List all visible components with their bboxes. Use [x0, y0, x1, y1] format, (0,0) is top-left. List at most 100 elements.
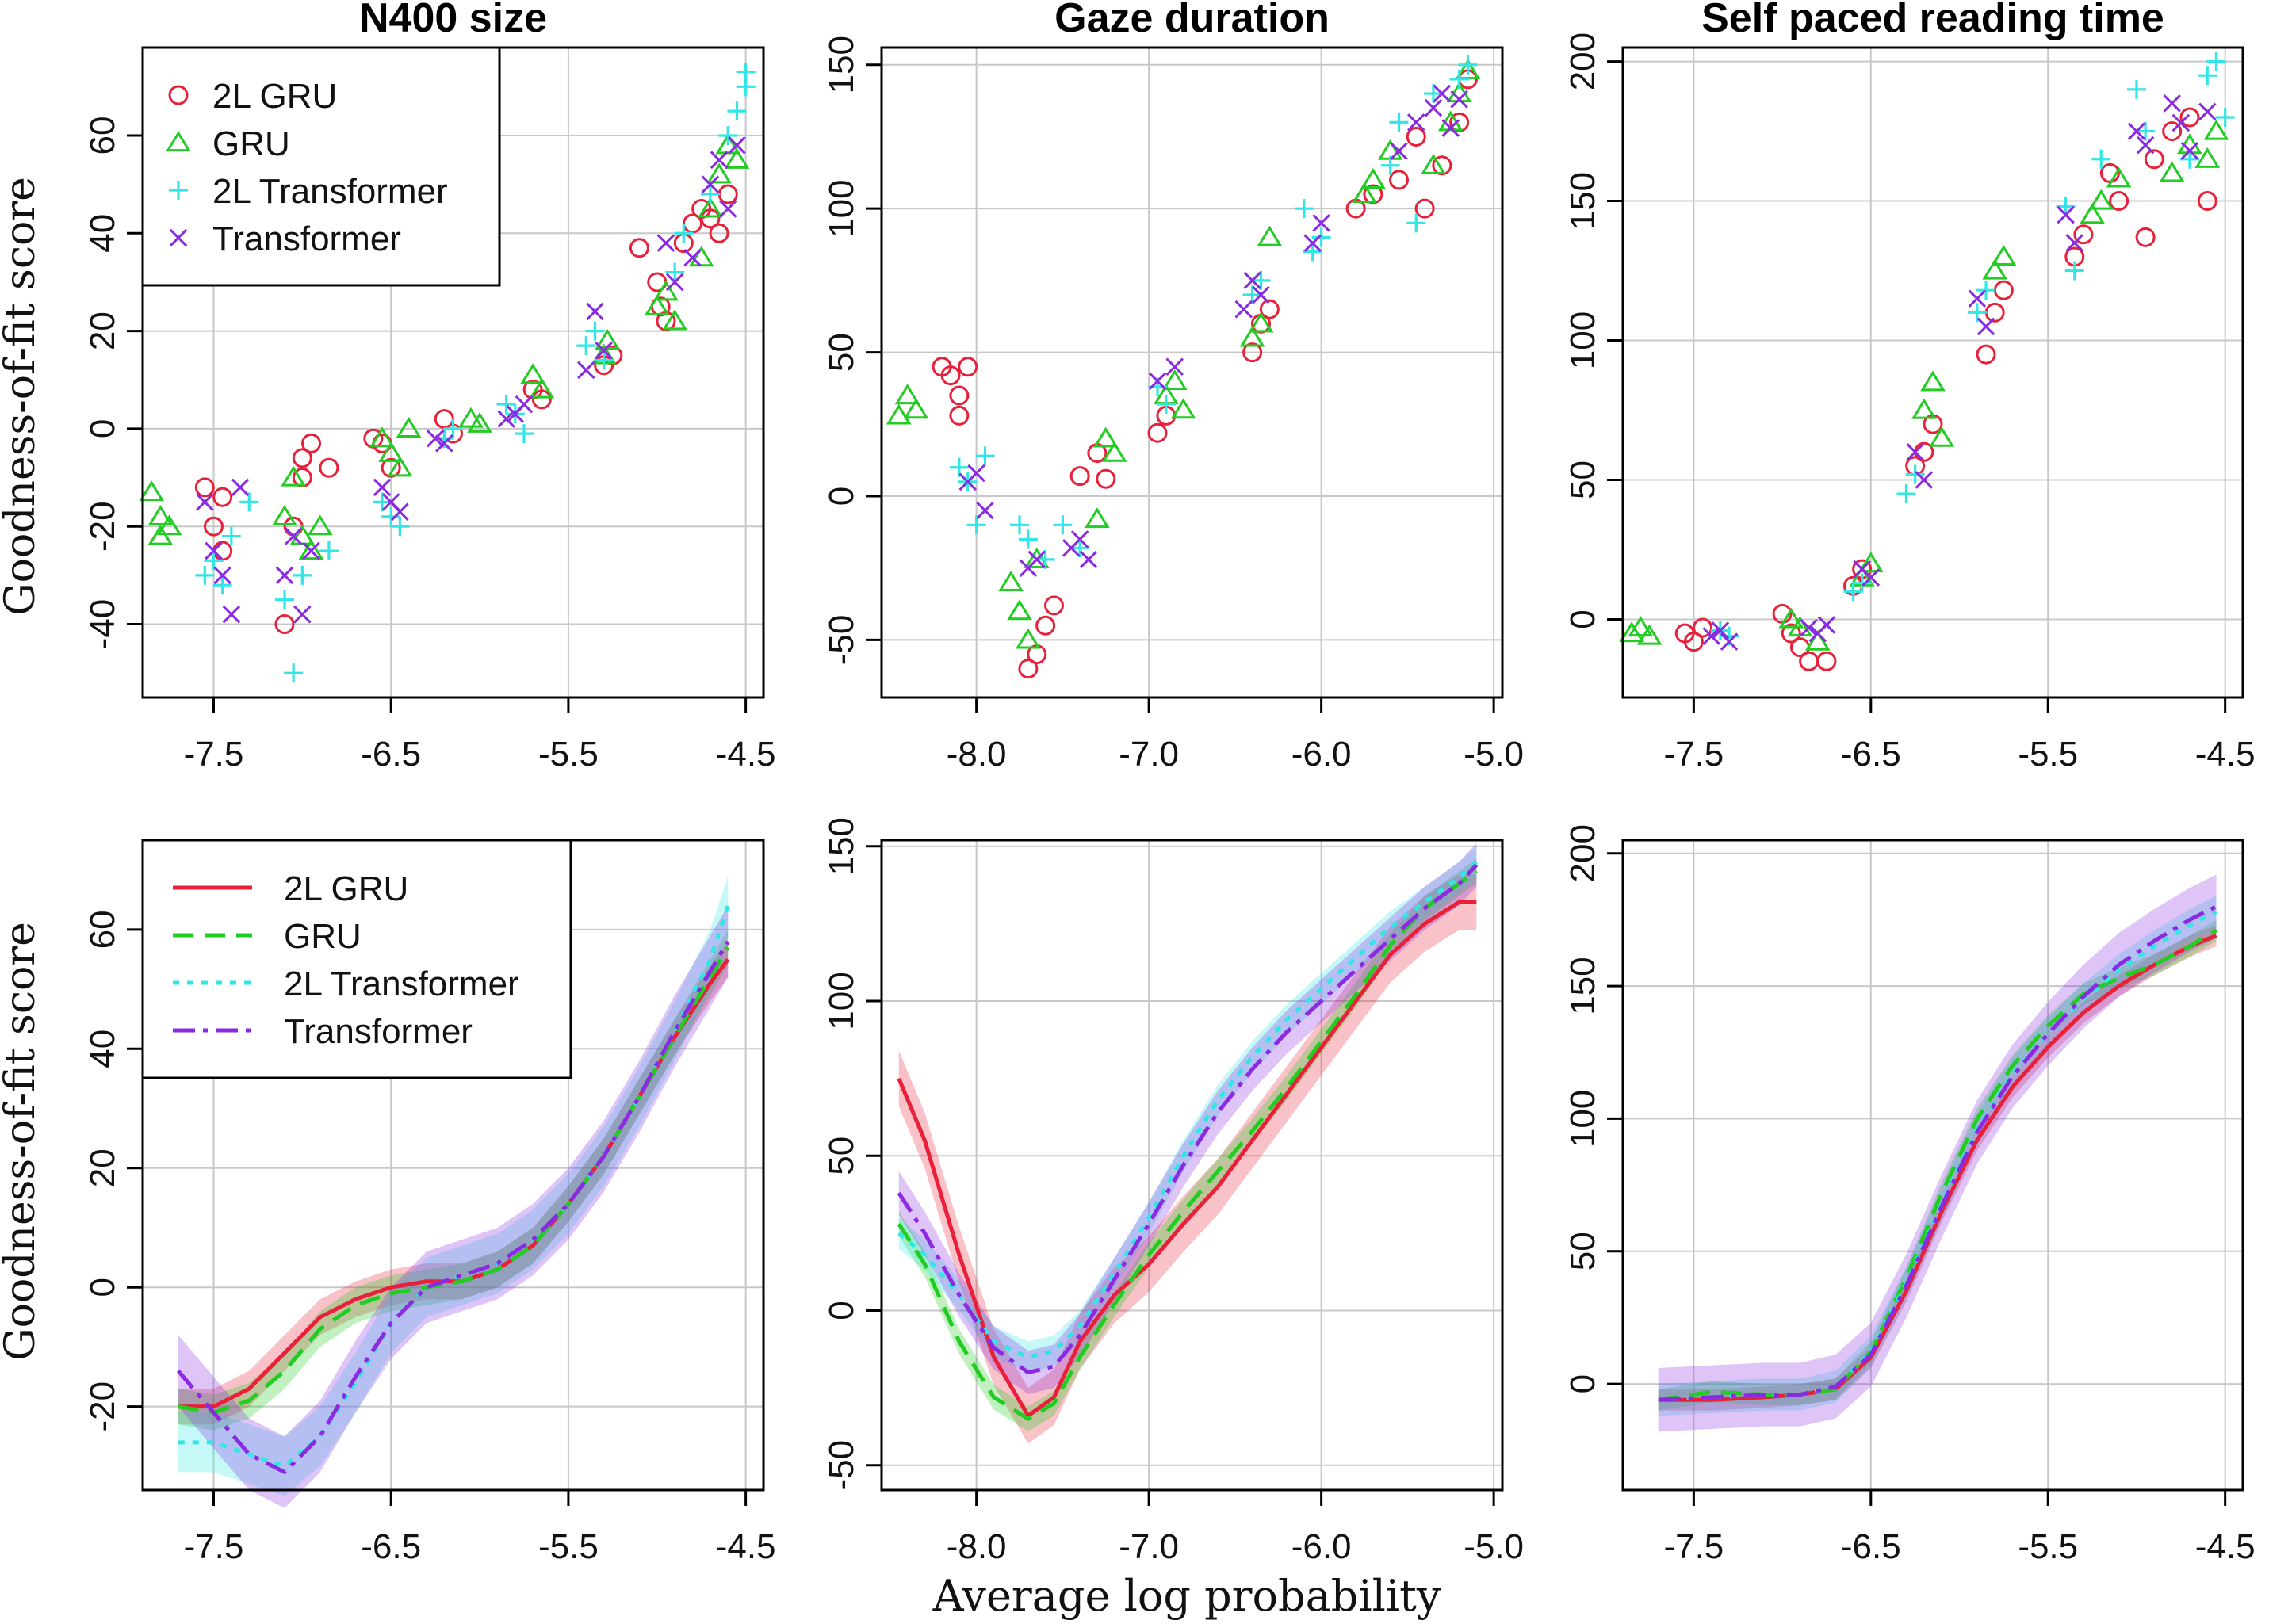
data-point [2056, 197, 2076, 216]
data-point [319, 541, 339, 561]
y-axis-label-top: Goodness-of-fit score [0, 177, 44, 616]
data-point [1234, 300, 1253, 319]
data-point [903, 398, 929, 419]
data-point [1148, 372, 1167, 391]
legend-label: 2L GRU [284, 869, 408, 908]
data-point [1251, 270, 1271, 290]
data-point [1242, 342, 1263, 363]
data-point [1449, 69, 1469, 89]
data-point [662, 309, 688, 331]
y-tick-label: -50 [822, 615, 861, 666]
y-tick-label: 100 [1563, 1090, 1602, 1148]
data-point [717, 184, 738, 204]
data-point [1070, 530, 1089, 548]
data-point [688, 246, 714, 267]
data-point [194, 477, 215, 498]
data-point [1303, 242, 1322, 262]
data-point [975, 446, 995, 466]
data-point [1905, 464, 1925, 484]
data-point [1170, 398, 1196, 419]
data-point [1720, 632, 1739, 651]
series-2l-transformer [949, 55, 1478, 569]
data-point [289, 524, 316, 545]
data-point [272, 505, 297, 525]
data-point [1896, 484, 1916, 504]
data-point [2215, 107, 2235, 127]
data-point [1421, 153, 1446, 174]
confidence-band-gru [1658, 919, 2217, 1411]
data-point [274, 614, 295, 635]
y-tick-label: -40 [83, 599, 122, 650]
data-point [1079, 550, 1098, 569]
data-point [1976, 281, 1996, 300]
data-point [2057, 205, 2075, 224]
data-point [391, 502, 409, 521]
legend-label: Transformer [284, 1012, 473, 1051]
data-point [1968, 289, 1987, 308]
data-point [2065, 234, 2084, 252]
data-point [585, 321, 605, 341]
y-tick-label: 0 [1563, 1374, 1602, 1393]
data-point [2206, 52, 2226, 71]
data-point [1702, 627, 1720, 645]
data-point [594, 350, 614, 370]
data-point [1016, 628, 1041, 649]
data-point [1242, 285, 1262, 305]
data-point [1628, 616, 1654, 637]
legend-label: 2L GRU [212, 77, 337, 116]
data-point [301, 433, 322, 453]
y-tick-label: 100 [822, 972, 861, 1030]
data-point [529, 377, 555, 399]
data-point [1259, 299, 1280, 319]
data-point [1161, 369, 1188, 390]
y-tick-label: 40 [83, 1030, 122, 1068]
data-point [231, 478, 250, 497]
data-point [1982, 258, 2008, 280]
x-tick-label: -8.0 [947, 1527, 1007, 1566]
y-tick-label: 60 [83, 117, 122, 155]
x-tick-label: -5.5 [538, 1527, 599, 1566]
panel-6: -7.5 -6.5 -5.5 -4.5 0 50 100 150 200 [1563, 824, 2256, 1566]
data-point [1389, 170, 1409, 190]
y-tick-label: 150 [822, 36, 861, 94]
data-point [1070, 538, 1090, 558]
data-point [293, 605, 312, 624]
data-point [2127, 122, 2146, 140]
data-point [1799, 651, 1819, 671]
confidence-band-transformer [1658, 874, 2217, 1432]
x-tick-label: -7.0 [1119, 735, 1179, 774]
confidence-band-2l-transformer [898, 846, 1477, 1373]
x-tick-label: -7.5 [184, 1527, 244, 1566]
data-point [698, 197, 723, 218]
y-tick-label: 0 [822, 1301, 861, 1320]
legend-bottom: 2L GRU GRU 2L Transformer Transformer [141, 839, 572, 1079]
data-point [1976, 344, 1996, 365]
x-tick-label: -6.0 [1291, 735, 1352, 774]
data-point [378, 441, 404, 462]
data-point [2136, 121, 2156, 141]
data-point [373, 478, 392, 497]
data-point [497, 410, 515, 428]
data-point [1967, 303, 1987, 323]
series-line-transformer [176, 940, 730, 1474]
data-point [1858, 552, 1884, 573]
data-point [728, 136, 746, 155]
confidence-band-transformer [178, 905, 729, 1508]
series-2l-transformer [1710, 52, 2235, 646]
data-point [156, 514, 182, 536]
data-point [1993, 280, 2014, 300]
data-point [205, 541, 223, 560]
data-point [674, 224, 694, 243]
data-point [1360, 168, 1386, 189]
data-point [196, 493, 214, 511]
data-point [1252, 285, 1270, 304]
data-point [1976, 317, 1995, 336]
data-point [949, 385, 970, 406]
data-point [1843, 582, 1863, 602]
data-point [1007, 599, 1032, 621]
data-point [1852, 573, 1872, 593]
data-point [369, 426, 395, 448]
data-point [1035, 549, 1055, 569]
data-point [2203, 119, 2229, 140]
